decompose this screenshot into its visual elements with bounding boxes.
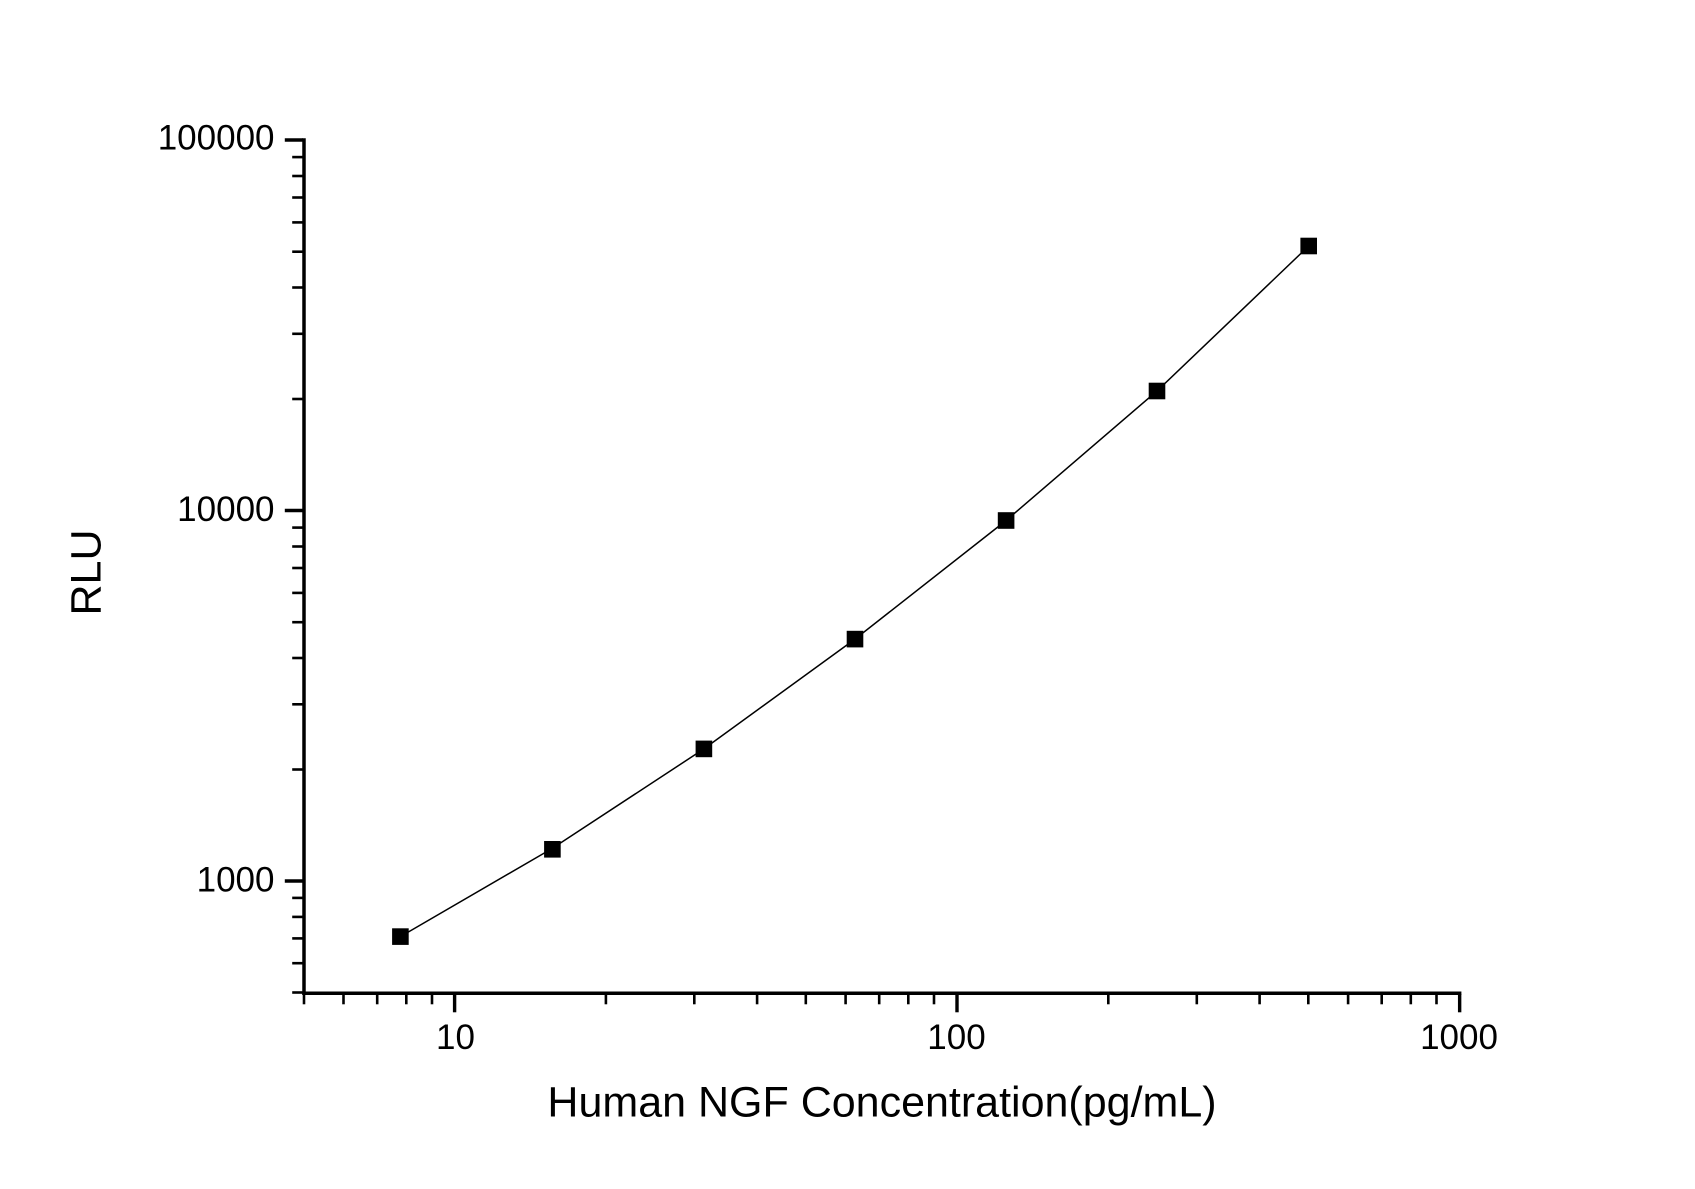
svg-text:10000: 10000 — [177, 490, 274, 529]
svg-text:Human NGF Concentration(pg/mL): Human NGF Concentration(pg/mL) — [547, 1079, 1216, 1127]
svg-text:1000: 1000 — [197, 861, 275, 900]
svg-text:1000: 1000 — [1420, 1018, 1498, 1057]
svg-text:RLU: RLU — [63, 529, 111, 615]
svg-text:100000: 100000 — [158, 119, 275, 158]
svg-text:10: 10 — [436, 1018, 475, 1057]
svg-text:100: 100 — [927, 1018, 985, 1057]
